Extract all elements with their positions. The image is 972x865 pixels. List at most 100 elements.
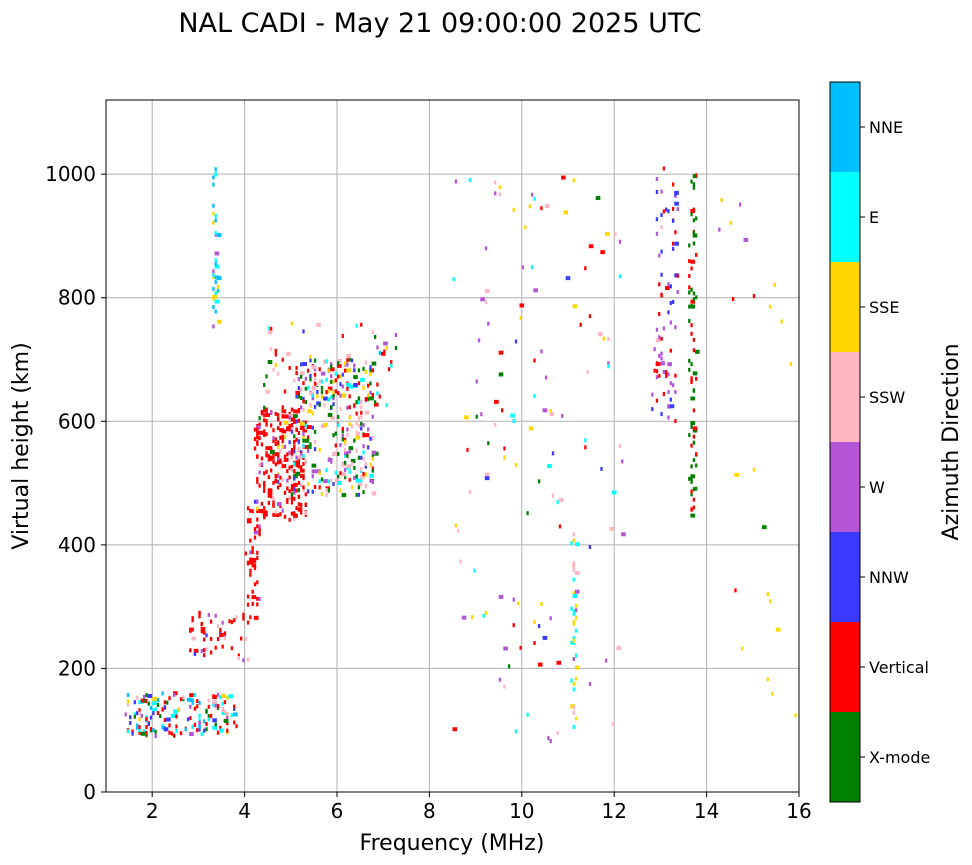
echo-point [572,591,575,596]
echo-point [337,474,340,479]
echo-point [302,362,307,367]
echo-point [692,371,698,376]
echo-point [665,286,670,291]
colorbar-tick-label: NNW [869,568,909,587]
echo-point [154,700,157,705]
echo-point [156,711,160,716]
echo-point [343,361,347,366]
echo-point [690,323,693,328]
echo-point [346,433,349,438]
echo-point [126,702,130,707]
echo-point [512,623,515,628]
echo-point [323,403,326,408]
echo-point [692,230,696,235]
echo-point [660,412,663,417]
echo-point [325,468,328,473]
echo-point [203,648,206,653]
echo-point [343,448,347,453]
echo-point [690,507,693,512]
echo-point [283,454,287,459]
echo-point [572,609,575,614]
echo-point [667,415,670,420]
echo-point [214,291,217,296]
echo-point [470,615,474,620]
echo-point [216,624,220,629]
echo-point [281,357,284,362]
echo-point [676,207,679,212]
echo-point [249,615,252,620]
echo-point [263,382,266,387]
echo-point [297,439,301,444]
echo-point [519,315,522,320]
echo-point [362,385,365,390]
echo-point [320,394,324,399]
echo-point [348,469,351,474]
echo-point [286,469,289,474]
echo-point [209,650,213,655]
echo-point [276,440,280,445]
echo-point [152,708,155,713]
echo-point [249,568,252,573]
echo-point [660,189,663,194]
echo-point [276,513,280,518]
echo-point [690,212,693,217]
echo-point [318,379,321,384]
echo-point [306,368,310,373]
y-tick-label: 200 [58,656,96,680]
echo-point [364,483,368,488]
echo-point [618,239,622,244]
echo-point [260,501,264,506]
echo-point [302,407,305,412]
echo-point [651,392,654,397]
echo-point [371,414,374,419]
echo-point [249,572,252,577]
x-axis-label: Frequency (MHz) [360,831,545,856]
echo-point [304,386,307,391]
echo-point [537,624,541,629]
echo-point [766,592,769,597]
echo-point [341,334,344,339]
echo-point [364,360,368,365]
colorbar-tick-label: Vertical [869,658,929,677]
echo-point [572,593,578,598]
echo-point [219,725,222,730]
echo-point [572,636,575,641]
echo-point [549,409,552,414]
echo-point [695,295,698,300]
plot-background [106,100,799,792]
echo-point [561,413,564,418]
echo-point [288,495,291,500]
echo-point [323,396,328,401]
echo-point [272,480,275,485]
echo-point [369,473,374,478]
echo-point [272,512,277,517]
echo-point [671,206,675,211]
echo-point [348,449,351,454]
echo-point [660,356,663,361]
echo-point [364,472,368,477]
echo-point [142,729,146,734]
echo-point [690,287,693,292]
echo-point [484,289,490,294]
echo-point [172,692,176,697]
echo-point [249,508,252,513]
echo-point [323,479,328,484]
echo-point [371,491,377,496]
echo-point [618,443,622,448]
echo-point [191,700,194,705]
echo-point [168,730,171,735]
echo-point [346,454,349,459]
echo-point [216,692,220,697]
echo-point [337,359,342,364]
echo-point [655,177,659,182]
echo-point [780,319,783,324]
echo-point [325,389,328,394]
echo-point [572,725,575,730]
echo-point [172,733,176,738]
echo-point [665,207,668,212]
echo-point [690,464,693,469]
echo-point [276,453,280,458]
echo-point [662,326,666,331]
echo-point [244,636,247,641]
